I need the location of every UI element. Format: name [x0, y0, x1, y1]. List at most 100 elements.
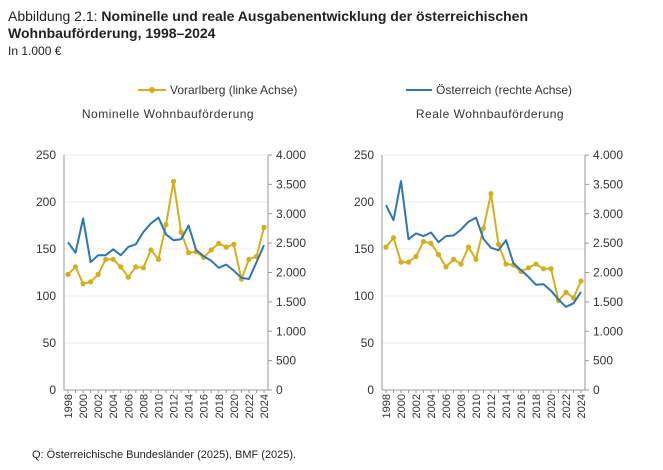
- data-point-vorarlberg: [435, 252, 442, 258]
- y-right-tick-label: 0: [593, 383, 600, 397]
- x-tick-label: 2024: [259, 394, 271, 418]
- y-right-tick-label: 1.500: [593, 295, 623, 309]
- data-point-vorarlberg: [533, 261, 539, 267]
- y-left-tick-label: 50: [43, 336, 57, 350]
- x-tick-label: 2004: [108, 394, 120, 418]
- y-left-tick-label: 250: [354, 148, 374, 162]
- source-note: Q: Österreichische Bundesländer (2025), …: [32, 449, 297, 461]
- legend-oesterreich-label: Österreich (rechte Achse): [436, 83, 572, 97]
- y-right-tick-label: 1.000: [593, 324, 623, 338]
- y-left-tick-label: 200: [354, 195, 374, 209]
- data-point-vorarlberg: [420, 238, 427, 245]
- data-point-vorarlberg: [495, 241, 502, 247]
- figure-title: Abbildung 2.1: Nominelle und reale Ausga…: [8, 8, 528, 42]
- chart-title-nominal: Nominelle Wohnbauförderung: [82, 107, 254, 121]
- data-point-vorarlberg: [548, 266, 554, 272]
- data-point-vorarlberg: [133, 264, 139, 270]
- data-point-vorarlberg: [95, 271, 101, 277]
- data-point-vorarlberg: [223, 244, 229, 250]
- x-tick-label: 2002: [93, 394, 105, 418]
- y-right-tick-label: 2.000: [593, 266, 623, 280]
- data-point-vorarlberg: [246, 256, 252, 262]
- y-right-tick-label: 2.000: [276, 266, 306, 280]
- data-point-vorarlberg: [148, 247, 154, 253]
- x-tick-label: 2012: [486, 394, 498, 418]
- y-right-tick-label: 3.000: [276, 207, 306, 221]
- y-right-tick-label: 3.000: [593, 207, 623, 221]
- chart-title-real: Reale Wohnbauförderung: [416, 107, 564, 121]
- data-point-vorarlberg: [570, 295, 577, 301]
- data-point-vorarlberg: [428, 240, 434, 246]
- data-point-vorarlberg: [216, 240, 222, 246]
- data-point-vorarlberg: [450, 256, 457, 262]
- legend-vorarlberg-marker: [149, 87, 155, 93]
- series-line-oesterreich: [385, 180, 582, 308]
- y-left-tick-label: 50: [361, 336, 375, 350]
- y-right-tick-label: 3.500: [593, 177, 623, 191]
- data-point-vorarlberg: [390, 235, 397, 241]
- data-point-vorarlberg: [65, 271, 71, 277]
- x-tick-label: 2014: [501, 394, 513, 418]
- chart-nominal: 0 50 100 150 200 250 0 500 1.000 1.500 2.000 2.500 3…: [36, 148, 306, 418]
- x-tick-label: 2006: [123, 394, 135, 418]
- x-tick-label: 2016: [199, 394, 211, 418]
- y-right-tick-label: 1.500: [276, 295, 306, 309]
- y-left-tick-label: 150: [354, 242, 374, 256]
- y-left-tick-label: 100: [36, 289, 56, 303]
- x-tick-label: 2022: [561, 394, 573, 418]
- data-point-vorarlberg: [155, 256, 162, 262]
- data-point-vorarlberg: [110, 256, 116, 262]
- x-tick-label: 2012: [169, 394, 181, 418]
- chart-real: 0 50 100 150 200 250 0 500 1.000 1.500 2.000 2.500 3…: [354, 148, 623, 418]
- data-point-vorarlberg: [140, 265, 146, 271]
- data-point-vorarlberg: [503, 261, 509, 267]
- data-point-vorarlberg: [405, 259, 412, 265]
- data-point-vorarlberg: [118, 264, 124, 270]
- x-tick-label: 2010: [471, 394, 483, 418]
- data-point-vorarlberg: [103, 256, 109, 262]
- data-point-vorarlberg: [72, 264, 79, 270]
- x-tick-label: 1998: [63, 394, 75, 418]
- data-point-vorarlberg: [88, 279, 94, 285]
- data-point-vorarlberg: [540, 266, 547, 272]
- data-point-vorarlberg: [473, 256, 479, 262]
- x-tick-label: 2018: [214, 394, 226, 418]
- y-right-tick-label: 2.500: [276, 236, 306, 250]
- data-point-vorarlberg: [578, 278, 584, 284]
- data-point-vorarlberg: [458, 261, 464, 267]
- series-line-vorarlberg: [385, 192, 582, 302]
- data-point-vorarlberg: [186, 250, 192, 256]
- unit-label: In 1.000 €: [8, 44, 62, 58]
- y-right-tick-label: 4.000: [593, 148, 623, 162]
- data-point-vorarlberg: [480, 225, 487, 231]
- x-tick-label: 1998: [381, 394, 393, 418]
- data-point-vorarlberg: [525, 265, 532, 271]
- data-point-vorarlberg: [170, 178, 177, 184]
- data-point-vorarlberg: [443, 264, 449, 270]
- data-point-vorarlberg: [231, 241, 237, 247]
- y-left-tick-label: 150: [36, 242, 56, 256]
- x-tick-label: 2018: [531, 394, 543, 418]
- y-right-tick-label: 500: [593, 354, 613, 368]
- data-point-vorarlberg: [208, 247, 214, 253]
- y-left-tick-label: 0: [367, 383, 374, 397]
- data-point-vorarlberg: [563, 289, 569, 295]
- x-tick-label: 2016: [516, 394, 528, 418]
- data-point-vorarlberg: [261, 224, 267, 230]
- legend-vorarlberg-label: Vorarlberg (linke Achse): [170, 83, 297, 97]
- data-point-vorarlberg: [178, 229, 184, 235]
- x-tick-label: 2022: [244, 394, 256, 418]
- data-point-vorarlberg: [465, 244, 472, 250]
- x-tick-label: 2020: [546, 394, 558, 418]
- x-tick-label: 2006: [441, 394, 453, 418]
- data-point-vorarlberg: [125, 274, 131, 280]
- y-left-tick-label: 0: [49, 383, 56, 397]
- y-left-tick-label: 250: [36, 148, 56, 162]
- x-tick-label: 2000: [78, 394, 90, 418]
- y-right-tick-label: 500: [276, 354, 296, 368]
- y-right-tick-label: 0: [276, 383, 283, 397]
- y-right-tick-label: 3.500: [276, 177, 306, 191]
- legend: Vorarlberg (linke Achse) Österreich (rec…: [138, 83, 572, 97]
